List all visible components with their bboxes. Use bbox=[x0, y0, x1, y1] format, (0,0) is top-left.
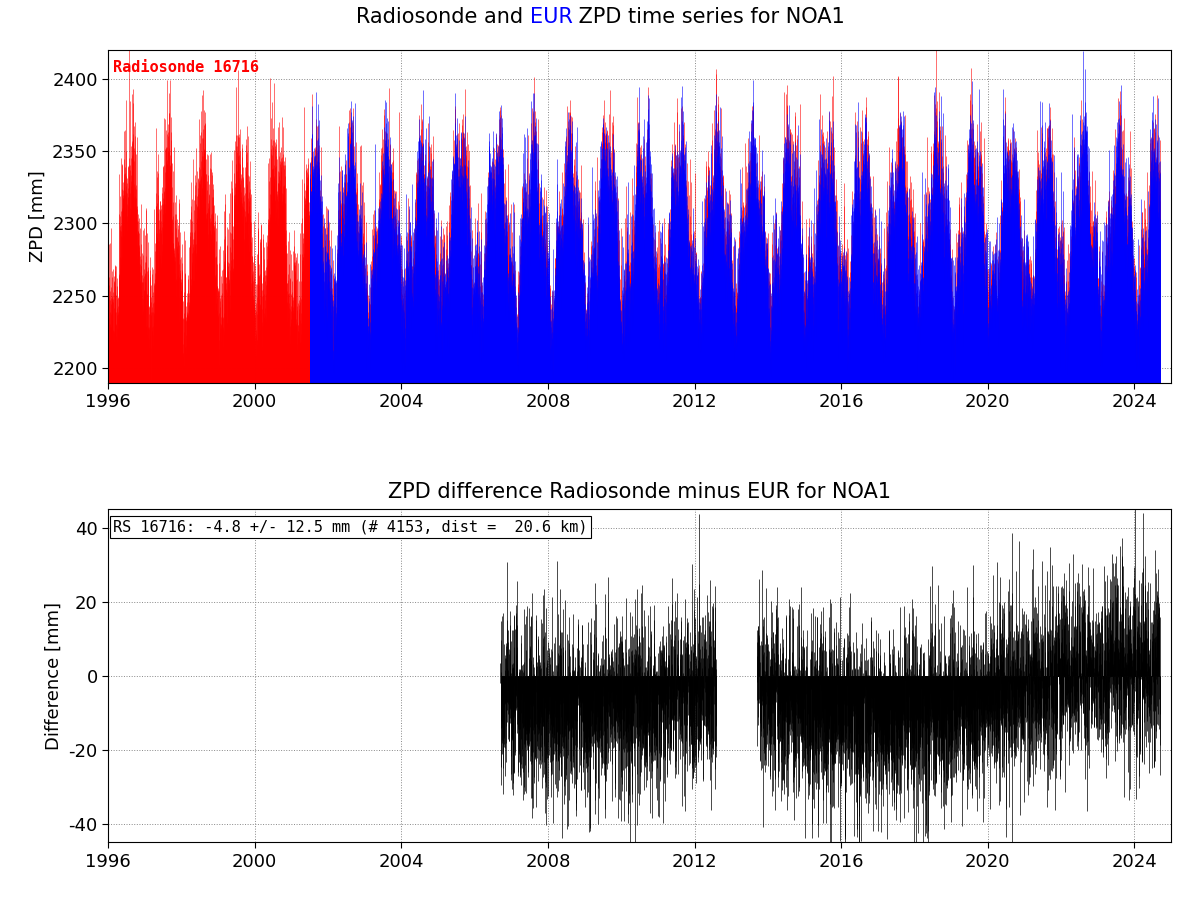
Y-axis label: ZPD [mm]: ZPD [mm] bbox=[29, 170, 47, 262]
Text: RS 16716: -4.8 +/- 12.5 mm (# 4153, dist =  20.6 km): RS 16716: -4.8 +/- 12.5 mm (# 4153, dist… bbox=[113, 519, 588, 534]
Text: Radiosonde 16716: Radiosonde 16716 bbox=[113, 59, 259, 75]
Title: ZPD difference Radiosonde minus EUR for NOA1: ZPD difference Radiosonde minus EUR for … bbox=[388, 482, 891, 502]
Text: EUR: EUR bbox=[530, 7, 573, 27]
Text: ZPD time series for NOA1: ZPD time series for NOA1 bbox=[573, 7, 846, 27]
Text: Radiosonde and: Radiosonde and bbox=[355, 7, 530, 27]
Y-axis label: Difference [mm]: Difference [mm] bbox=[44, 602, 62, 750]
